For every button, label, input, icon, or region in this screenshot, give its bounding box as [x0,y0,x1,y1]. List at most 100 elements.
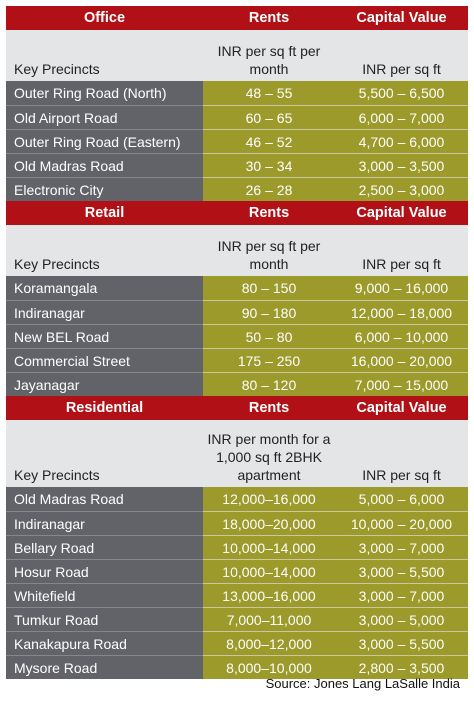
capital-unit-label: INR per sq ft [362,467,441,483]
rent-value: 30 – 34 [203,153,335,177]
capital-value: 3,000 – 3,500 [335,153,468,177]
section-header-row: Retail Rents Capital Value [6,201,468,225]
capital-value: 3,000 – 7,000 [335,583,468,607]
precinct-name: Old Madras Road [6,487,203,511]
rents-header: Rents [203,396,335,420]
precinct-name: Old Airport Road [6,105,203,129]
precinct-name: New BEL Road [6,324,203,348]
precinct-name: Indiranagar [6,300,203,324]
capital-value-header: Capital Value [335,201,468,225]
table-row: Indiranagar 90 – 180 12,000 – 18,000 [6,300,468,324]
table-row: Koramangala 80 – 150 9,000 – 16,000 [6,276,468,300]
capital-value-header: Capital Value [335,396,468,420]
key-precincts-label: Key Precincts [14,467,100,483]
rent-value: 8,000–10,000 [203,655,335,679]
precinct-name: Whitefield [6,583,203,607]
table-row: Outer Ring Road (North) 48 – 55 5,500 – … [6,81,468,105]
rents-header: Rents [203,6,335,30]
precinct-name: Hosur Road [6,559,203,583]
rent-value: 60 – 65 [203,105,335,129]
table-row: Electronic City 26 – 28 2,500 – 3,000 [6,177,468,201]
rent-value: 46 – 52 [203,129,335,153]
capital-value: 3,000 – 5,500 [335,559,468,583]
capital-value-header: Capital Value [335,6,468,30]
section-title: Residential [6,396,203,420]
table-row: Indiranagar 18,000–20,000 10,000 – 20,00… [6,511,468,535]
table-row: Tumkur Road 7,000–11,000 3,000 – 5,000 [6,607,468,631]
section-title: Office [6,6,203,30]
capital-value: 3,000 – 5,500 [335,631,468,655]
capital-value: 3,000 – 5,000 [335,607,468,631]
rent-value: 50 – 80 [203,324,335,348]
rent-value: 80 – 150 [203,276,335,300]
rent-value: 26 – 28 [203,177,335,201]
capital-value: 2,800 – 3,500 [335,655,468,679]
precinct-name: Mysore Road [6,655,203,679]
table-row: Outer Ring Road (Eastern) 46 – 52 4,700 … [6,129,468,153]
rent-unit-label: INR per sq ft per month [217,43,321,77]
table-row: Old Madras Road 30 – 34 3,000 – 3,500 [6,153,468,177]
precinct-name: Koramangala [6,276,203,300]
rent-value: 10,000–14,000 [203,535,335,559]
rent-value: 90 – 180 [203,300,335,324]
capital-value: 6,000 – 10,000 [335,324,468,348]
table-row: Mysore Road 8,000–10,000 2,800 – 3,500 [6,655,468,679]
rent-value: 10,000–14,000 [203,559,335,583]
rent-value: 7,000–11,000 [203,607,335,631]
precinct-name: Kanakapura Road [6,631,203,655]
rents-header: Rents [203,201,335,225]
precinct-name: Bellary Road [6,535,203,559]
rent-value: 175 – 250 [203,348,335,372]
precinct-name: Tumkur Road [6,607,203,631]
precinct-name: Commercial Street [6,348,203,372]
table-row: Kanakapura Road 8,000–12,000 3,000 – 5,5… [6,631,468,655]
section-header-row: Residential Rents Capital Value [6,396,468,420]
precinct-name: Old Madras Road [6,153,203,177]
capital-value: 16,000 – 20,000 [335,348,468,372]
capital-value: 7,000 – 15,000 [335,372,468,396]
source-note: Source: Jones Lang LaSalle India [265,676,460,691]
rent-unit-label: INR per sq ft per month [217,238,321,272]
precinct-name: Outer Ring Road (Eastern) [6,129,203,153]
capital-value: 12,000 – 18,000 [335,300,468,324]
rent-value: 13,000–16,000 [203,583,335,607]
table-row: Old Madras Road 12,000–16,000 5,000 – 6,… [6,487,468,511]
unit-row: Key Precincts INR per sq ft per month IN… [6,30,468,81]
table-row: Commercial Street 175 – 250 16,000 – 20,… [6,348,468,372]
rent-value: 48 – 55 [203,81,335,105]
precinct-name: Indiranagar [6,511,203,535]
table-row: Hosur Road 10,000–14,000 3,000 – 5,500 [6,559,468,583]
capital-unit-label: INR per sq ft [362,61,441,77]
capital-value: 3,000 – 7,000 [335,535,468,559]
section-office: Office Rents Capital Value Key Precincts… [6,6,468,201]
rent-value: 18,000–20,000 [203,511,335,535]
capital-unit-label: INR per sq ft [362,256,441,272]
capital-value: 4,700 – 6,000 [335,129,468,153]
rent-value: 80 – 120 [203,372,335,396]
capital-value: 2,500 – 3,000 [335,177,468,201]
table-row: Jayanagar 80 – 120 7,000 – 15,000 [6,372,468,396]
capital-value: 9,000 – 16,000 [335,276,468,300]
rent-value: 12,000–16,000 [203,487,335,511]
key-precincts-label: Key Precincts [14,61,100,77]
section-header-row: Office Rents Capital Value [6,6,468,30]
capital-value: 6,000 – 7,000 [335,105,468,129]
unit-row: Key Precincts INR per month for a 1,000 … [6,420,468,487]
rent-capital-value-table: Office Rents Capital Value Key Precincts… [6,6,468,679]
precinct-name: Outer Ring Road (North) [6,81,203,105]
table-row: Bellary Road 10,000–14,000 3,000 – 7,000 [6,535,468,559]
rent-unit-label: INR per month for a 1,000 sq ft 2BHK apa… [207,431,331,483]
section-retail: Retail Rents Capital Value Key Precincts… [6,201,468,396]
table-row: Old Airport Road 60 – 65 6,000 – 7,000 [6,105,468,129]
capital-value: 10,000 – 20,000 [335,511,468,535]
rent-value: 8,000–12,000 [203,631,335,655]
precinct-name: Electronic City [6,177,203,201]
capital-value: 5,500 – 6,500 [335,81,468,105]
section-residential: Residential Rents Capital Value Key Prec… [6,396,468,679]
table-row: New BEL Road 50 – 80 6,000 – 10,000 [6,324,468,348]
precinct-name: Jayanagar [6,372,203,396]
unit-row: Key Precincts INR per sq ft per month IN… [6,225,468,276]
section-title: Retail [6,201,203,225]
key-precincts-label: Key Precincts [14,256,100,272]
table-row: Whitefield 13,000–16,000 3,000 – 7,000 [6,583,468,607]
